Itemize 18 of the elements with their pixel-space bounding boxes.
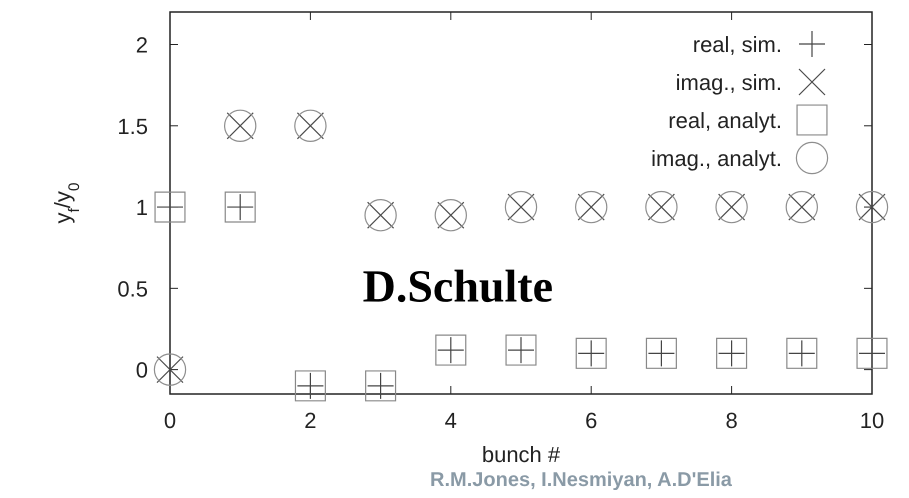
legend-label: imag., sim. <box>676 70 782 95</box>
x-tick-label: 4 <box>444 408 457 433</box>
text: R.M.Jones, I.Nesmiyan, A.D'Elia <box>430 469 733 491</box>
annotation: D.Schulte <box>362 260 554 312</box>
legend-label: real, analyt. <box>668 108 782 133</box>
legend-label: real, sim. <box>692 32 782 57</box>
y-tick-label: 1.5 <box>117 114 148 139</box>
x-axis-title: bunch # <box>482 442 561 467</box>
y-tick-label: 0.5 <box>117 276 148 302</box>
x-tick-label: 0 <box>164 408 176 433</box>
x-tick-label: 6 <box>585 408 598 433</box>
legend-label: imag., analyt. <box>651 146 782 171</box>
y-tick-label: 2 <box>136 32 148 58</box>
x-tick-label: 8 <box>725 408 738 433</box>
x-tick-label: 2 <box>304 408 317 433</box>
y-tick-label: 1 <box>136 195 148 220</box>
x-tick-label: 10 <box>860 408 884 433</box>
y-tick-label: 0 <box>136 358 148 383</box>
